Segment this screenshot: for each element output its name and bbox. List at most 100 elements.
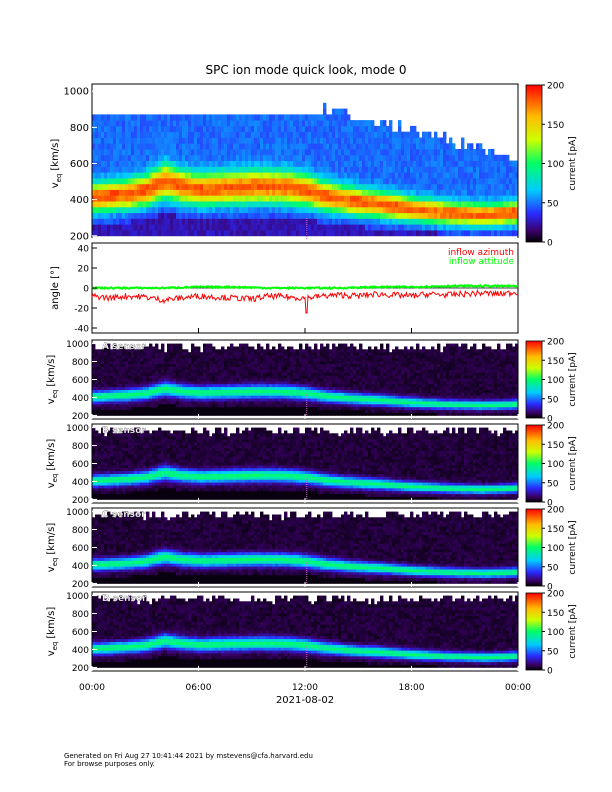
heatmap-cell <box>398 230 402 237</box>
heatmap-cell <box>116 352 120 356</box>
heatmap-cell <box>170 154 174 161</box>
heatmap-cell <box>473 166 477 173</box>
heatmap-cell <box>224 201 228 208</box>
heatmap-cell <box>137 172 141 179</box>
heatmap-cell <box>347 398 351 402</box>
heatmap-cell <box>161 412 165 416</box>
heatmap-cell <box>332 143 336 150</box>
heatmap-cell <box>98 195 102 202</box>
heatmap-cell <box>296 183 300 190</box>
heatmap-cell <box>404 149 408 156</box>
heatmap-cell <box>197 392 201 396</box>
heatmap-cell <box>392 230 396 237</box>
heatmap-cell <box>320 160 324 167</box>
heatmap-cell <box>341 125 345 133</box>
heatmap-cell <box>185 154 189 161</box>
heatmap-cell <box>113 125 117 133</box>
heatmap-cell <box>275 149 279 156</box>
heatmap-cell <box>500 230 504 237</box>
heatmap-cell <box>311 166 315 173</box>
heatmap-cell <box>161 366 165 370</box>
heatmap-cell <box>134 349 138 353</box>
heatmap-cell <box>140 120 144 127</box>
heatmap-cell <box>197 398 201 402</box>
heatmap-cell <box>308 346 312 350</box>
heatmap-cell <box>383 131 387 138</box>
heatmap-cell <box>359 409 363 413</box>
heatmap-cell <box>359 375 363 379</box>
heatmap-cell <box>134 358 138 362</box>
heatmap-cell <box>185 389 189 393</box>
heatmap-cell <box>485 154 489 161</box>
heatmap-cell <box>137 409 141 413</box>
heatmap-cell <box>320 369 324 373</box>
heatmap-cell <box>506 166 510 173</box>
heatmap-cell <box>128 360 132 365</box>
heatmap-cell <box>104 149 108 156</box>
heatmap-cell <box>242 195 246 202</box>
heatmap-cells <box>92 102 519 237</box>
heatmap-cell <box>347 143 351 150</box>
heatmap-cell <box>323 369 327 373</box>
heatmap-cell <box>353 409 357 413</box>
heatmap-cell <box>173 154 177 161</box>
heatmap-cell <box>173 212 177 219</box>
heatmap-cell <box>146 389 150 393</box>
heatmap-cell <box>308 212 312 219</box>
heatmap-cell <box>317 149 321 156</box>
heatmap-cell <box>131 358 135 362</box>
heatmap-cell <box>110 363 114 367</box>
heatmap-cell <box>323 108 327 115</box>
heatmap-cell <box>389 166 393 173</box>
heatmap-cell <box>287 154 291 161</box>
heatmap-cell <box>467 230 471 237</box>
heatmap-cell <box>92 398 96 402</box>
heatmap-cell <box>338 224 342 231</box>
heatmap-cell <box>209 346 213 350</box>
heatmap-cell <box>209 412 213 416</box>
heatmap-cell <box>155 201 159 208</box>
heatmap-cell <box>119 403 123 408</box>
heatmap-cell <box>245 178 249 185</box>
heatmap-cell <box>323 120 327 127</box>
heatmap-cell <box>398 218 402 225</box>
heatmap-cell <box>194 206 198 214</box>
heatmap-cell <box>467 149 471 156</box>
heatmap-cell <box>107 363 111 367</box>
heatmap-cell <box>368 131 372 138</box>
heatmap-cell <box>152 131 156 138</box>
heatmap-cell <box>332 352 336 356</box>
heatmap-cell <box>281 178 285 185</box>
heatmap-cell <box>278 398 282 402</box>
heatmap-cell <box>203 372 207 376</box>
heatmap-cell <box>251 380 255 385</box>
heatmap-cell <box>119 224 123 231</box>
heatmap-cell <box>176 358 180 362</box>
heatmap-cell <box>314 189 318 196</box>
heatmap-cell <box>323 355 327 359</box>
heatmap-cell <box>182 406 186 411</box>
heatmap-cell <box>260 172 264 179</box>
heatmap-cell <box>218 363 222 367</box>
heatmap-cell <box>290 360 294 365</box>
heatmap-cell <box>146 375 150 379</box>
heatmap-cell <box>161 160 165 167</box>
heatmap-cell <box>206 178 210 185</box>
heatmap-cell <box>254 398 258 402</box>
heatmap-cell <box>293 143 297 150</box>
heatmap-cell <box>128 166 132 173</box>
heatmap-cell <box>107 372 111 376</box>
heatmap-cell <box>332 343 336 347</box>
heatmap-cell <box>326 201 330 208</box>
heatmap-cell <box>494 212 498 219</box>
heatmap-cell <box>140 395 144 399</box>
heatmap-cell <box>203 230 207 237</box>
heatmap-cell <box>266 178 270 185</box>
heatmap-cell <box>164 380 168 385</box>
heatmap-cell <box>368 218 372 225</box>
heatmap-cell <box>320 201 324 208</box>
heatmap-cell <box>404 172 408 179</box>
heatmap-cell <box>332 386 336 390</box>
heatmap-cell <box>326 120 330 127</box>
heatmap-cell <box>176 383 180 388</box>
